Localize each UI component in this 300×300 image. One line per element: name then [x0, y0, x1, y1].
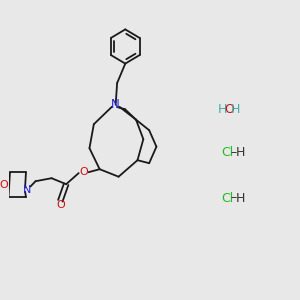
Text: –: –	[230, 191, 237, 205]
Text: Cl: Cl	[221, 191, 234, 205]
Text: N: N	[23, 184, 32, 195]
Text: H: H	[231, 103, 241, 116]
Text: Cl: Cl	[221, 146, 234, 160]
Text: O: O	[225, 103, 235, 116]
Text: O: O	[0, 180, 8, 190]
Text: O: O	[56, 200, 65, 210]
Text: O: O	[79, 167, 88, 177]
Text: N: N	[111, 98, 120, 111]
Text: H: H	[218, 103, 227, 116]
Text: H: H	[236, 146, 245, 160]
Text: –: –	[230, 146, 237, 160]
Text: H: H	[236, 191, 245, 205]
